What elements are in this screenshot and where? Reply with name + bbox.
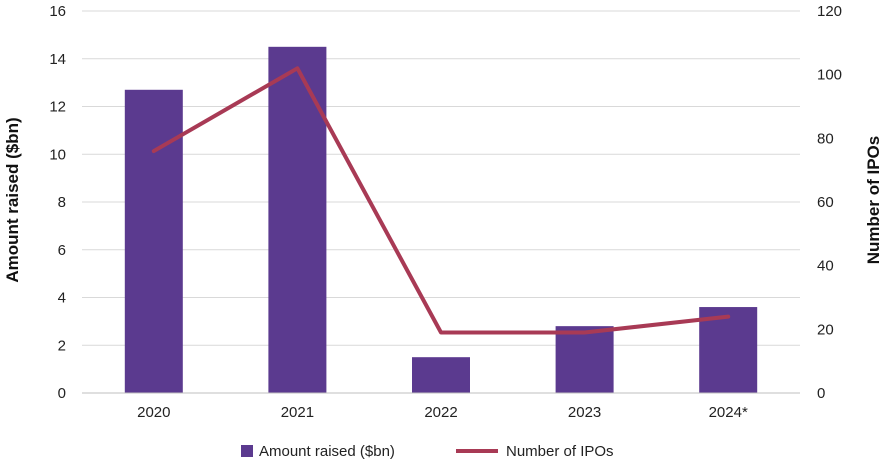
right-tick-label: 80 [817, 130, 834, 147]
right-tick-label: 100 [817, 67, 842, 84]
legend-bar-swatch [241, 445, 253, 457]
x-tick-label: 2022 [424, 404, 457, 421]
right-tick-label: 120 [817, 3, 842, 20]
right-axis-ticks: 0 20 40 60 80 100 120 [817, 3, 842, 402]
ipo-line [151, 66, 731, 335]
left-axis-ticks: 0 2 4 6 8 10 12 14 16 [49, 3, 66, 402]
legend: Amount raised ($bn) Number of IPOs [241, 443, 614, 460]
bars [124, 46, 758, 393]
right-tick-label: 20 [817, 321, 834, 338]
left-axis-title: Amount raised ($bn) [3, 117, 22, 282]
bar-2022 [412, 357, 470, 393]
bar-2023 [555, 326, 614, 393]
x-axis-ticks: 2020 2021 2022 2023 2024* [137, 404, 748, 421]
x-tick-label: 2024* [709, 404, 748, 421]
left-tick-label: 4 [58, 290, 66, 307]
right-axis-title: Number of IPOs [864, 136, 883, 264]
bar-2024 [699, 307, 758, 393]
legend-line-label: Number of IPOs [506, 443, 614, 460]
right-tick-label: 40 [817, 258, 834, 275]
right-tick-label: 60 [817, 194, 834, 211]
left-tick-label: 12 [49, 99, 66, 116]
ipo-count-line [151, 66, 731, 335]
x-tick-label: 2023 [568, 404, 601, 421]
left-tick-label: 0 [58, 385, 66, 402]
gridlines [82, 10, 800, 346]
left-tick-label: 6 [58, 242, 66, 259]
bar-2021 [268, 46, 327, 393]
x-tick-label: 2020 [137, 404, 170, 421]
legend-bar-label: Amount raised ($bn) [259, 443, 395, 460]
bar-2020 [124, 89, 183, 393]
left-tick-label: 8 [58, 194, 66, 211]
left-tick-label: 16 [49, 3, 66, 20]
left-tick-label: 10 [49, 146, 66, 163]
x-tick-label: 2021 [281, 404, 314, 421]
left-tick-label: 2 [58, 337, 66, 354]
left-tick-label: 14 [49, 51, 66, 68]
right-tick-label: 0 [817, 385, 825, 402]
